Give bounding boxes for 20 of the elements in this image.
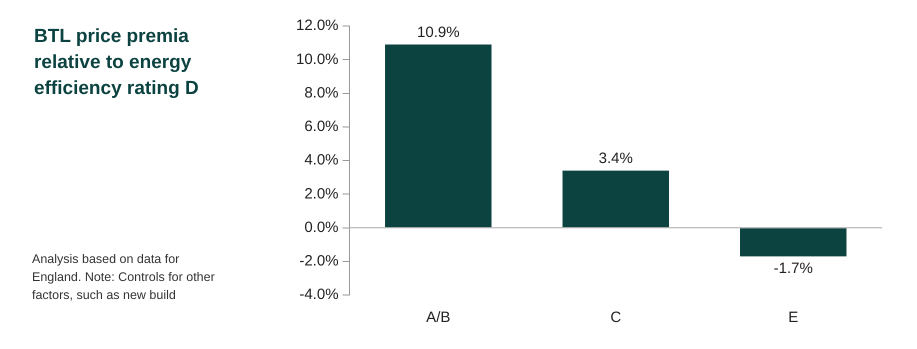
y-tick-label: 6.0% [304, 118, 339, 136]
text: Analysis based on data for England. Note: Controls for other factors, such as new build [32, 251, 216, 304]
y-tick-label: -4.0% [299, 286, 339, 304]
y-tick-label: 10.0% [296, 50, 339, 68]
text: BTL price premia relative to energy efficiency rating D [34, 25, 200, 101]
bar [385, 44, 492, 228]
data-label: 3.4% [598, 150, 633, 168]
data-label: 10.9% [417, 24, 460, 42]
x-tick-label: A/B [426, 309, 450, 326]
bar [740, 228, 846, 256]
y-tick-label: -2.0% [299, 252, 339, 270]
data-label: -1.7% [774, 260, 813, 277]
x-tick-label: C [610, 309, 622, 326]
y-tick-label: 4.0% [304, 152, 339, 169]
y-tick-label: 12.0% [296, 17, 339, 34]
x-tick-label: E [788, 309, 798, 326]
y-tick-label: 8.0% [304, 84, 339, 102]
y-tick-label: 2.0% [304, 185, 339, 202]
y-tick-label: 0.0% [304, 218, 339, 236]
bar [562, 170, 670, 228]
